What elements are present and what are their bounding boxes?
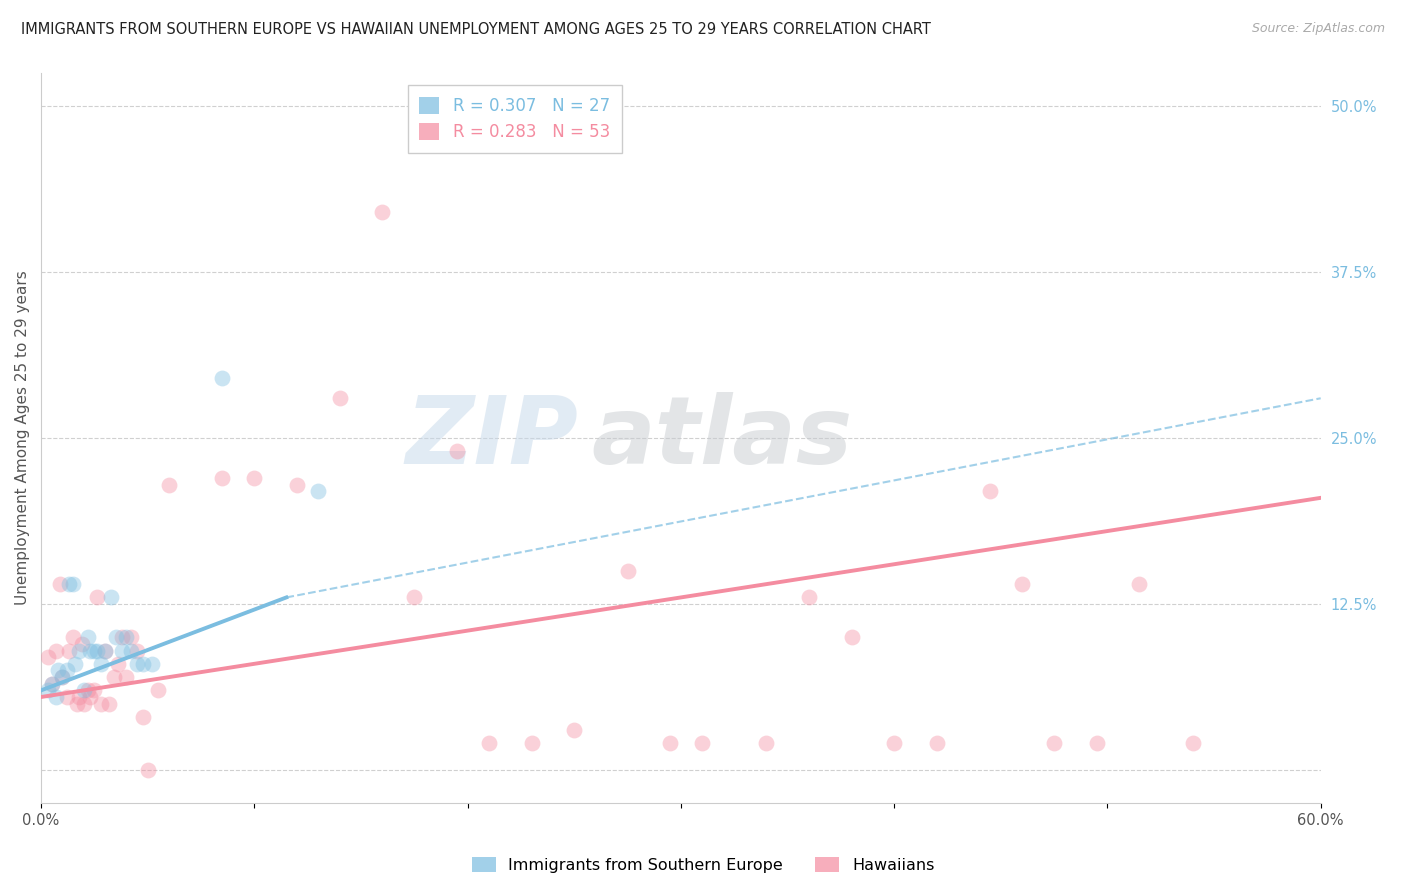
Point: [46, 664, 69, 678]
Point: [1043, 736, 1066, 750]
Text: IMMIGRANTS FROM SOUTHERN EUROPE VS HAWAIIAN UNEMPLOYMENT AMONG AGES 25 TO 29 YEA: IMMIGRANTS FROM SOUTHERN EUROPE VS HAWAI…: [21, 22, 931, 37]
Point: [243, 471, 266, 485]
Point: [98, 697, 121, 711]
Point: [58, 643, 80, 657]
Point: [94, 643, 117, 657]
Point: [65, 657, 87, 671]
Point: [37, 683, 59, 698]
Point: [371, 205, 394, 219]
Point: [45, 643, 67, 657]
Point: [77, 630, 100, 644]
Point: [62, 577, 84, 591]
Point: [86, 643, 108, 657]
Text: atlas: atlas: [592, 392, 852, 484]
Point: [115, 670, 138, 684]
Point: [883, 736, 905, 750]
Point: [1128, 577, 1150, 591]
Point: [520, 736, 543, 750]
Point: [58, 577, 80, 591]
Point: [41, 677, 63, 691]
Point: [659, 736, 682, 750]
Legend: R = 0.307   N = 27, R = 0.283   N = 53: R = 0.307 N = 27, R = 0.283 N = 53: [408, 85, 621, 153]
Point: [797, 591, 820, 605]
Point: [120, 630, 142, 644]
Point: [690, 736, 713, 750]
Point: [90, 657, 112, 671]
Point: [69, 643, 91, 657]
Point: [478, 736, 501, 750]
Text: Source: ZipAtlas.com: Source: ZipAtlas.com: [1251, 22, 1385, 36]
Legend: Immigrants from Southern Europe, Hawaiians: Immigrants from Southern Europe, Hawaiia…: [465, 851, 941, 880]
Point: [562, 723, 585, 738]
Point: [211, 371, 233, 385]
Point: [841, 630, 863, 644]
Point: [41, 677, 63, 691]
Point: [979, 484, 1001, 499]
Point: [1011, 577, 1033, 591]
Point: [111, 643, 134, 657]
Y-axis label: Unemployment Among Ages 25 to 29 years: Unemployment Among Ages 25 to 29 years: [15, 271, 30, 606]
Point: [307, 484, 329, 499]
Point: [100, 591, 122, 605]
Point: [37, 650, 59, 665]
Point: [103, 670, 125, 684]
Point: [115, 630, 138, 644]
Point: [49, 577, 72, 591]
Point: [211, 471, 233, 485]
Point: [104, 630, 127, 644]
Point: [79, 690, 101, 704]
Point: [107, 657, 129, 671]
Point: [69, 690, 91, 704]
Point: [66, 697, 89, 711]
Point: [1181, 736, 1204, 750]
Point: [148, 683, 170, 698]
Point: [1085, 736, 1108, 750]
Point: [51, 670, 73, 684]
Point: [132, 657, 155, 671]
Point: [125, 643, 148, 657]
Point: [111, 630, 134, 644]
Point: [55, 690, 77, 704]
Point: [404, 591, 426, 605]
Point: [70, 637, 93, 651]
Point: [125, 657, 148, 671]
Point: [77, 683, 100, 698]
Point: [141, 657, 163, 671]
Point: [446, 444, 468, 458]
Point: [45, 690, 67, 704]
Point: [616, 564, 638, 578]
Point: [86, 591, 108, 605]
Point: [94, 643, 117, 657]
Point: [73, 697, 96, 711]
Point: [73, 683, 96, 698]
Text: ZIP: ZIP: [406, 392, 578, 484]
Point: [55, 664, 77, 678]
Point: [83, 643, 105, 657]
Point: [62, 630, 84, 644]
Point: [755, 736, 778, 750]
Point: [90, 697, 112, 711]
Point: [83, 683, 105, 698]
Point: [329, 391, 352, 405]
Point: [136, 763, 159, 777]
Point: [925, 736, 948, 750]
Point: [79, 643, 101, 657]
Point: [51, 670, 73, 684]
Point: [285, 477, 308, 491]
Point: [120, 643, 142, 657]
Point: [132, 710, 155, 724]
Point: [157, 477, 180, 491]
